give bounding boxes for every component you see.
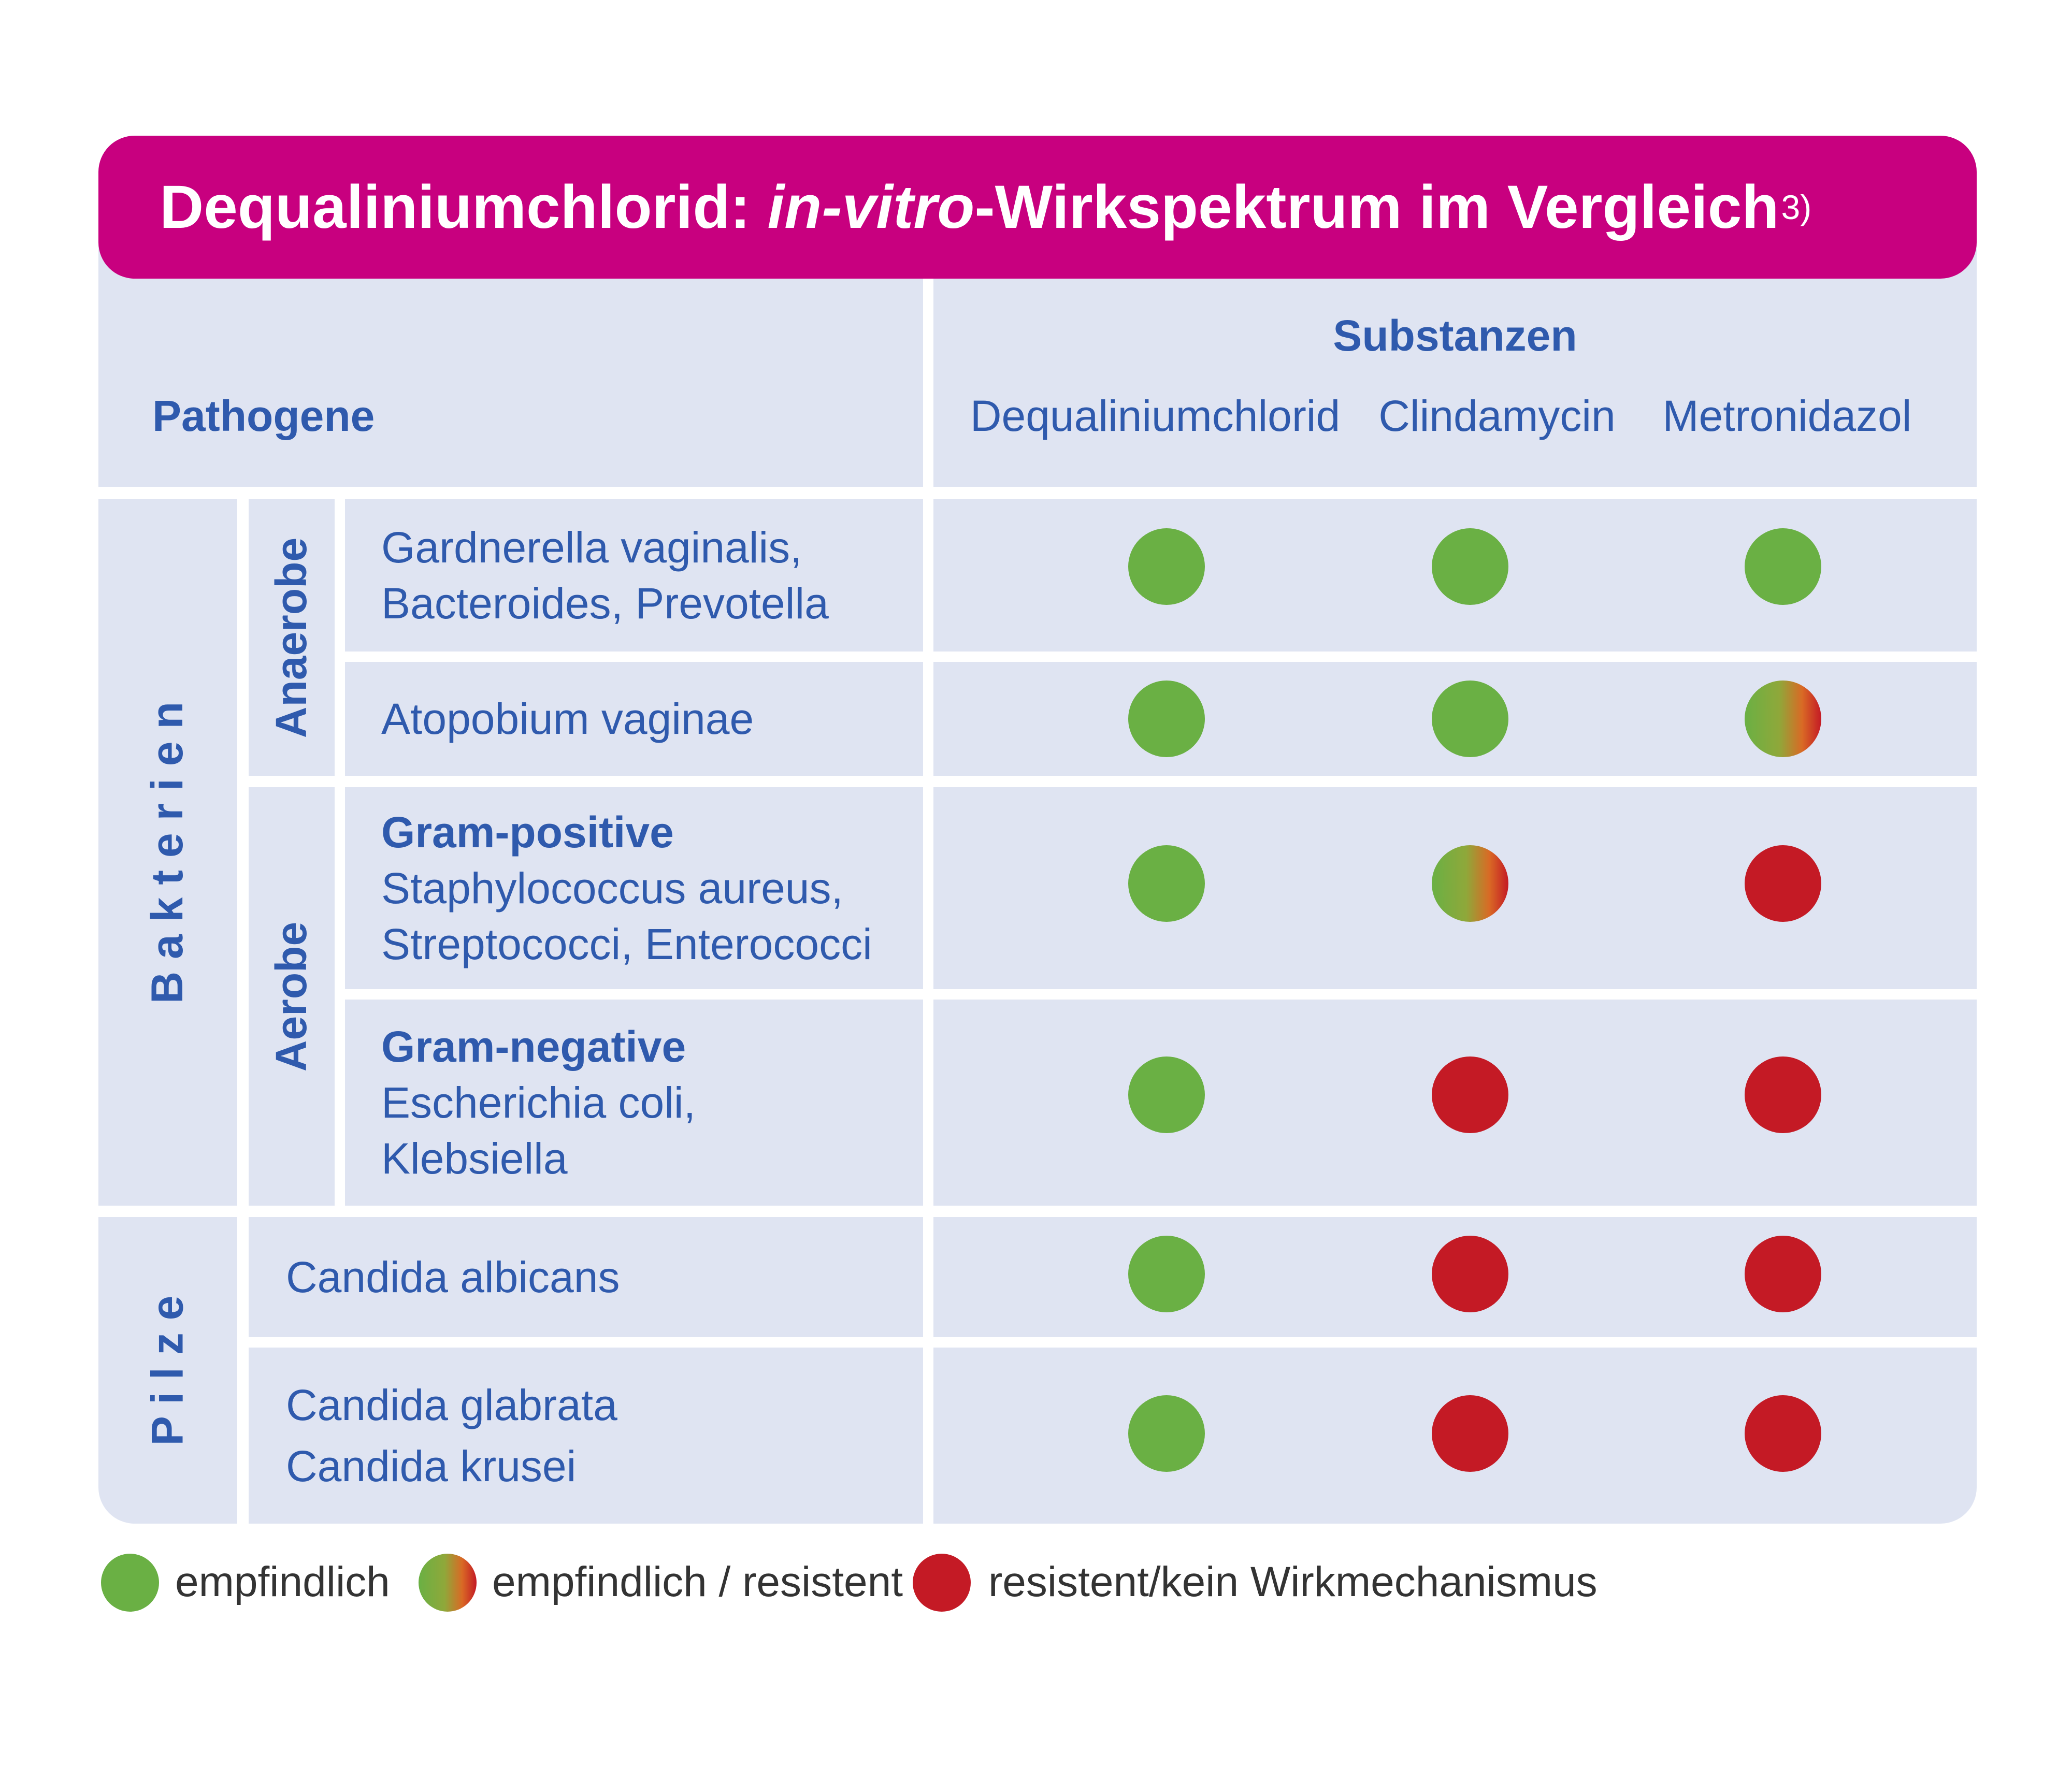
group-pilze-text: P i l z e xyxy=(142,1295,193,1445)
row6-line2: Candida krusei xyxy=(286,1442,577,1490)
result-dot xyxy=(1432,1236,1508,1312)
row4-bold: Gram-negative xyxy=(381,1022,686,1071)
substance-name: Dequaliniumchlorid xyxy=(970,392,1341,440)
row4-line1: Escherichia coli, xyxy=(381,1078,696,1127)
result-dot xyxy=(1432,845,1508,922)
header-substances-label: Substanzen xyxy=(1333,311,1577,360)
row1-name-cell xyxy=(345,499,923,652)
result-dot xyxy=(1745,681,1821,757)
row1-line2: Bacteroides, Prevotella xyxy=(381,579,829,628)
result-dot xyxy=(1432,1056,1508,1133)
subgroup-aerobe-text: Aerobe xyxy=(267,921,316,1072)
result-dot xyxy=(1128,1236,1205,1312)
row3-line1: Staphylococcus aureus, xyxy=(381,864,843,913)
result-dot xyxy=(1432,1395,1508,1472)
row3-pathogen: Gram-positive Staphylococcus aureus, Str… xyxy=(345,787,923,989)
result-dot xyxy=(1745,845,1821,922)
row4-name-cell xyxy=(345,1000,923,1206)
legend-label: empfindlich / resistent xyxy=(492,1558,903,1605)
row3-name-cell xyxy=(345,787,923,989)
substance-name: Metronidazol xyxy=(1662,392,1912,440)
title-bar: Dequaliniumchlorid: in-vitro -Wirkspektru… xyxy=(98,136,1977,279)
subgroup-label-anaerobe: Anaerobe xyxy=(249,499,335,776)
result-dot xyxy=(1745,1056,1821,1133)
row2-name-cell xyxy=(345,662,923,776)
row3-line2: Streptococci, Enterococci xyxy=(381,920,872,968)
result-dot xyxy=(1745,1395,1821,1472)
title-prefix: Dequaliniumchlorid: xyxy=(160,173,768,241)
group-label-bakterien: B a k t e r i e n xyxy=(98,499,237,1206)
row5-line1: Candida albicans xyxy=(286,1253,620,1301)
legend-label: empfindlich xyxy=(175,1558,390,1605)
row6-pathogen: Candida glabrata Candida krusei xyxy=(249,1348,923,1524)
group-pilze-cell xyxy=(98,1217,237,1524)
group-label-pilze: P i l z e xyxy=(98,1217,237,1524)
row5-name-cell xyxy=(249,1217,923,1337)
subgroup-anaerobe-text: Anaerobe xyxy=(267,537,316,738)
legend-green-dot xyxy=(101,1554,159,1612)
result-dot xyxy=(1432,528,1508,605)
row6-line1: Candida glabrata xyxy=(286,1381,617,1429)
group-bakterien-cell xyxy=(98,499,237,1206)
result-dot xyxy=(1745,1236,1821,1312)
row5-pathogen: Candida albicans xyxy=(249,1217,923,1337)
result-dot xyxy=(1128,528,1205,605)
subgroup-anaerobe-cell xyxy=(249,499,335,776)
group-bakterien-text: B a k t e r i e n xyxy=(142,701,193,1004)
header-pathogens-label: Pathogene xyxy=(152,392,375,440)
result-dot xyxy=(1745,528,1821,605)
row4-pathogen: Gram-negative Escherichia coli, Klebsiel… xyxy=(345,1000,923,1206)
substance-name: Clindamycin xyxy=(1378,392,1616,440)
legend-mixed-dot xyxy=(419,1554,477,1612)
row3-bold: Gram-positive xyxy=(381,808,674,857)
result-dot xyxy=(1128,1056,1205,1133)
subgroup-label-aerobe: Aerobe xyxy=(249,787,335,1206)
row4-line2: Klebsiella xyxy=(381,1134,568,1183)
result-dot xyxy=(1128,681,1205,757)
row1-line1: Gardnerella vaginalis, xyxy=(381,523,802,572)
subgroup-aerobe-cell xyxy=(249,787,335,1206)
row2-line1: Atopobium vaginae xyxy=(381,694,754,743)
title-italic: in-vitro xyxy=(767,173,975,241)
result-dot xyxy=(1432,681,1508,757)
row6-name-cell xyxy=(249,1348,923,1524)
legend-red-dot xyxy=(913,1554,971,1612)
result-dot xyxy=(1128,845,1205,922)
legend-label: resistent/kein Wirkmechanismus xyxy=(988,1558,1598,1605)
result-dot xyxy=(1128,1395,1205,1472)
row1-pathogen: Gardnerella vaginalis, Bacteroides, Prev… xyxy=(345,499,923,652)
title-suffix: -Wirkspektrum im Vergleich xyxy=(974,173,1779,241)
title-reference: 3) xyxy=(1781,188,1812,226)
row2-pathogen: Atopobium vaginae xyxy=(345,662,923,776)
